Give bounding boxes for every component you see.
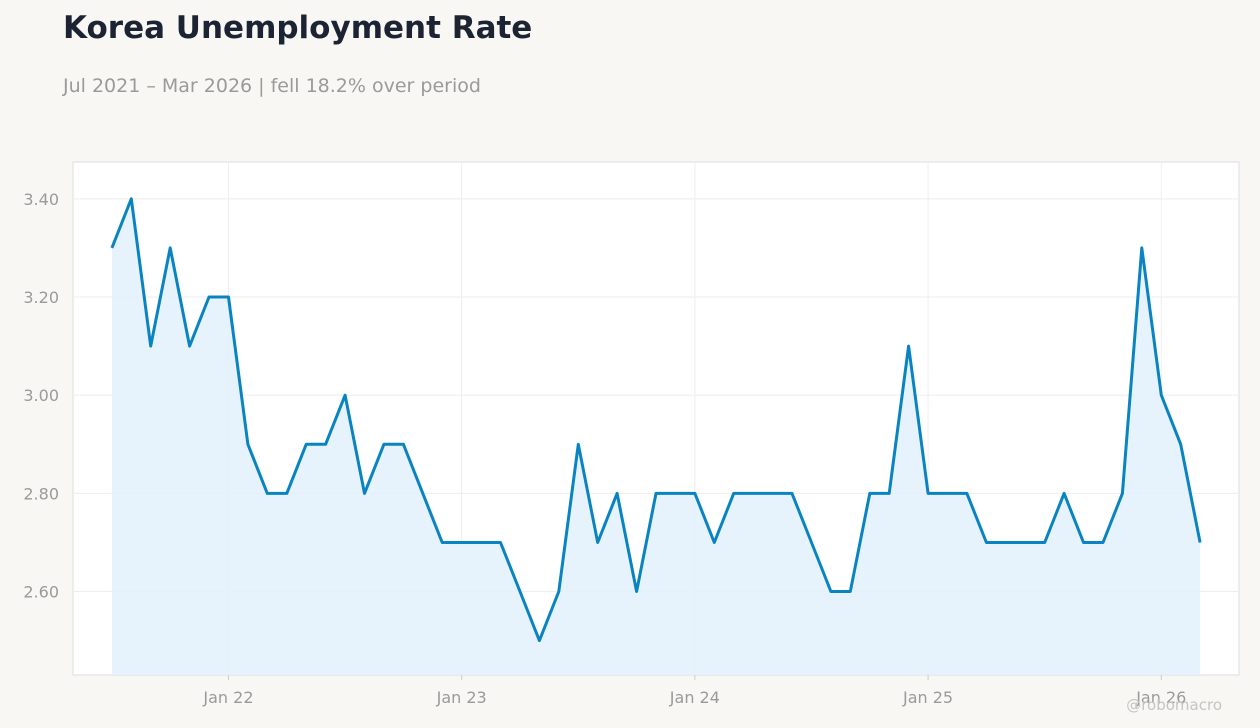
series-line bbox=[110, 197, 1202, 643]
chart-title: Korea Unemployment Rate bbox=[63, 10, 533, 46]
y-tick-label: 2.80 bbox=[23, 484, 59, 503]
x-tick-label: Jan 23 bbox=[436, 688, 487, 707]
x-tick-label: Jan 25 bbox=[902, 688, 953, 707]
x-tick-label: Jan 22 bbox=[202, 688, 253, 707]
x-axis-ticks: Jan 22 Jan 23 Jan 24 Jan 25 Jan 26 bbox=[202, 675, 1186, 707]
x-tick-label: Jan 26 bbox=[1135, 688, 1186, 707]
y-axis-ticks: 2.60 2.80 3.00 3.20 3.40 bbox=[23, 190, 59, 602]
chart-subtitle: Jul 2021 – Mar 2026 | fell 18.2% over pe… bbox=[63, 75, 481, 97]
y-tick-label: 3.00 bbox=[23, 386, 59, 405]
y-tick-label: 3.40 bbox=[23, 190, 59, 209]
y-tick-label: 2.60 bbox=[23, 583, 59, 602]
y-tick-label: 3.20 bbox=[23, 288, 59, 307]
x-tick-label: Jan 24 bbox=[669, 688, 720, 707]
watermark: @robomacro bbox=[1126, 696, 1222, 714]
area-fill bbox=[111, 198, 1201, 676]
